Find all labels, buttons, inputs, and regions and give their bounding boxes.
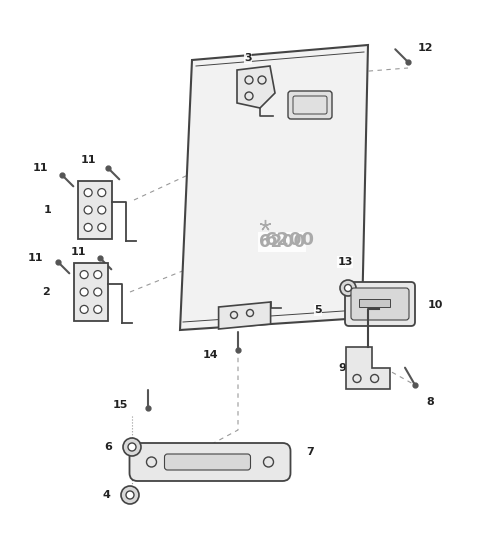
Text: 9: 9 — [338, 363, 346, 373]
Text: 13: 13 — [337, 257, 353, 267]
Text: 15: 15 — [112, 400, 128, 410]
Circle shape — [123, 438, 141, 456]
Bar — [359, 299, 390, 307]
Text: 6: 6 — [104, 442, 112, 452]
Text: 6200: 6200 — [259, 233, 305, 251]
Text: 11: 11 — [80, 155, 96, 165]
Circle shape — [94, 271, 102, 279]
Text: 5: 5 — [314, 305, 322, 315]
Polygon shape — [237, 66, 275, 108]
Text: 2: 2 — [42, 287, 50, 297]
Text: 11: 11 — [27, 253, 43, 263]
Circle shape — [84, 206, 92, 214]
Text: 8: 8 — [426, 397, 434, 407]
Text: 14: 14 — [202, 350, 218, 360]
FancyBboxPatch shape — [351, 288, 409, 320]
Text: 12: 12 — [417, 43, 433, 53]
FancyBboxPatch shape — [345, 282, 415, 326]
Circle shape — [94, 288, 102, 296]
Circle shape — [80, 271, 88, 279]
Text: 4: 4 — [102, 490, 110, 500]
Circle shape — [98, 223, 106, 231]
Circle shape — [121, 486, 139, 504]
Text: 3: 3 — [244, 53, 252, 63]
Circle shape — [126, 491, 134, 499]
Circle shape — [340, 280, 356, 296]
Circle shape — [84, 188, 92, 197]
Circle shape — [80, 288, 88, 296]
Bar — [74, 263, 108, 321]
Circle shape — [345, 284, 351, 291]
Circle shape — [128, 443, 136, 451]
FancyBboxPatch shape — [130, 443, 290, 481]
Text: 7: 7 — [306, 447, 314, 457]
Circle shape — [98, 188, 106, 197]
Circle shape — [98, 206, 106, 214]
FancyBboxPatch shape — [165, 454, 251, 470]
Polygon shape — [180, 45, 368, 330]
Polygon shape — [346, 347, 390, 389]
Text: 11: 11 — [32, 163, 48, 173]
Bar — [78, 181, 112, 239]
Text: 1: 1 — [44, 205, 52, 215]
Circle shape — [80, 305, 88, 314]
Circle shape — [94, 305, 102, 314]
Circle shape — [84, 223, 92, 231]
FancyBboxPatch shape — [288, 91, 332, 119]
Text: 6200: 6200 — [265, 231, 315, 249]
Text: 10: 10 — [427, 300, 443, 310]
Text: 11: 11 — [70, 247, 86, 257]
Polygon shape — [218, 302, 271, 329]
